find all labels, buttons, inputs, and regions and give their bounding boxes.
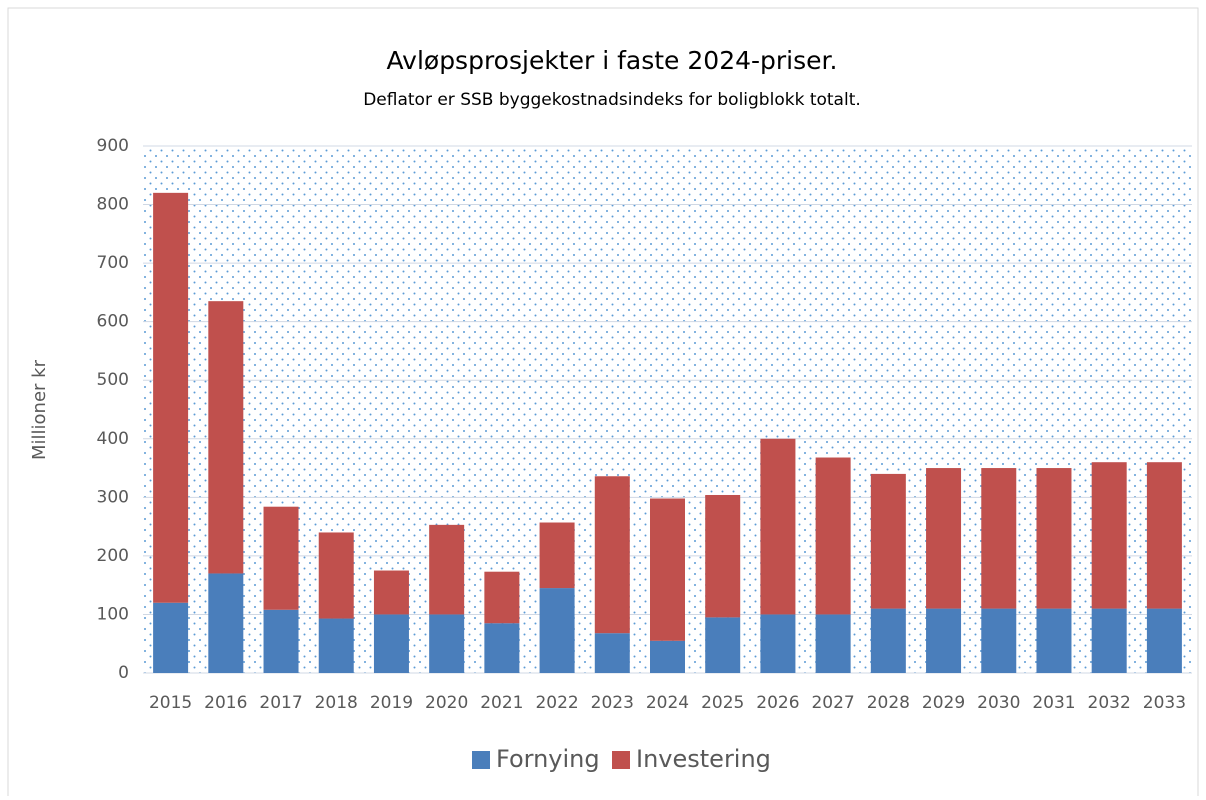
- x-tick-label: 2015: [149, 693, 192, 713]
- bar: [429, 524, 465, 615]
- bar: [650, 498, 685, 641]
- bar: [263, 609, 299, 673]
- y-axis-label: Millioner kr: [29, 359, 50, 460]
- chart-title: Avløpsprosjekter i faste 2024-priser.: [387, 46, 838, 75]
- x-tick-label: 2020: [425, 693, 468, 713]
- x-tick-label: 2025: [701, 693, 744, 713]
- bar: [373, 614, 409, 673]
- x-tick-label: 2016: [204, 693, 247, 713]
- bar: [981, 608, 1017, 673]
- y-tick-label: 200: [97, 546, 129, 566]
- bar: [429, 614, 465, 673]
- bar: [705, 617, 741, 673]
- bar: [1036, 608, 1072, 673]
- bar: [815, 457, 851, 615]
- y-tick-label: 800: [97, 195, 129, 215]
- bar: [263, 506, 299, 610]
- bar: [926, 608, 962, 673]
- x-tick-label: 2017: [259, 693, 302, 713]
- chart-subtitle: Deflator er SSB byggekostnadsindeks for …: [363, 90, 861, 110]
- x-tick-label: 2032: [1088, 693, 1131, 713]
- bar: [484, 571, 520, 624]
- bar: [1146, 608, 1182, 673]
- x-tick-label: 2029: [922, 693, 965, 713]
- y-tick-label: 500: [97, 370, 129, 390]
- bar: [760, 438, 796, 615]
- bar: [650, 640, 685, 673]
- y-tick-label: 600: [97, 312, 129, 332]
- x-tick-label: 2030: [977, 693, 1020, 713]
- x-tick-label: 2022: [535, 693, 578, 713]
- bar: [318, 532, 354, 619]
- bar: [870, 473, 906, 609]
- x-tick-label: 2018: [315, 693, 358, 713]
- x-tick-label: 2024: [646, 693, 689, 713]
- bar: [153, 192, 189, 603]
- bar: [373, 570, 409, 615]
- bar: [981, 468, 1017, 609]
- bar: [153, 602, 189, 673]
- y-tick-label: 400: [97, 429, 129, 449]
- bar: [1146, 462, 1182, 609]
- x-tick-label: 2023: [591, 693, 634, 713]
- y-tick-label: 900: [97, 136, 129, 156]
- bar: [870, 608, 906, 673]
- y-tick-label: 0: [118, 663, 129, 683]
- bar: [926, 468, 962, 609]
- bar: [705, 494, 741, 618]
- bar: [1091, 608, 1127, 673]
- bar: [484, 623, 520, 673]
- x-tick-label: 2021: [480, 693, 523, 713]
- y-tick-label: 100: [97, 604, 129, 624]
- bar: [208, 301, 244, 574]
- bar: [815, 614, 851, 673]
- legend-swatch: [612, 751, 630, 769]
- y-tick-label: 300: [97, 487, 129, 507]
- x-tick-label: 2019: [370, 693, 413, 713]
- legend-label: Investering: [636, 745, 771, 773]
- legend-swatch: [472, 751, 490, 769]
- y-tick-label: 700: [97, 253, 129, 273]
- x-tick-label: 2031: [1032, 693, 1075, 713]
- bar: [594, 633, 630, 673]
- x-tick-label: 2028: [867, 693, 910, 713]
- x-tick-label: 2027: [811, 693, 854, 713]
- bar: [539, 522, 575, 589]
- bar: [208, 573, 244, 673]
- bar: [1091, 462, 1127, 609]
- x-tick-label: 2033: [1143, 693, 1186, 713]
- legend-label: Fornying: [496, 745, 600, 773]
- bar: [1036, 468, 1072, 609]
- bar: [318, 618, 354, 673]
- bar: [539, 588, 575, 673]
- bar: [594, 476, 630, 634]
- x-tick-label: 2026: [756, 693, 799, 713]
- bar: [760, 614, 796, 673]
